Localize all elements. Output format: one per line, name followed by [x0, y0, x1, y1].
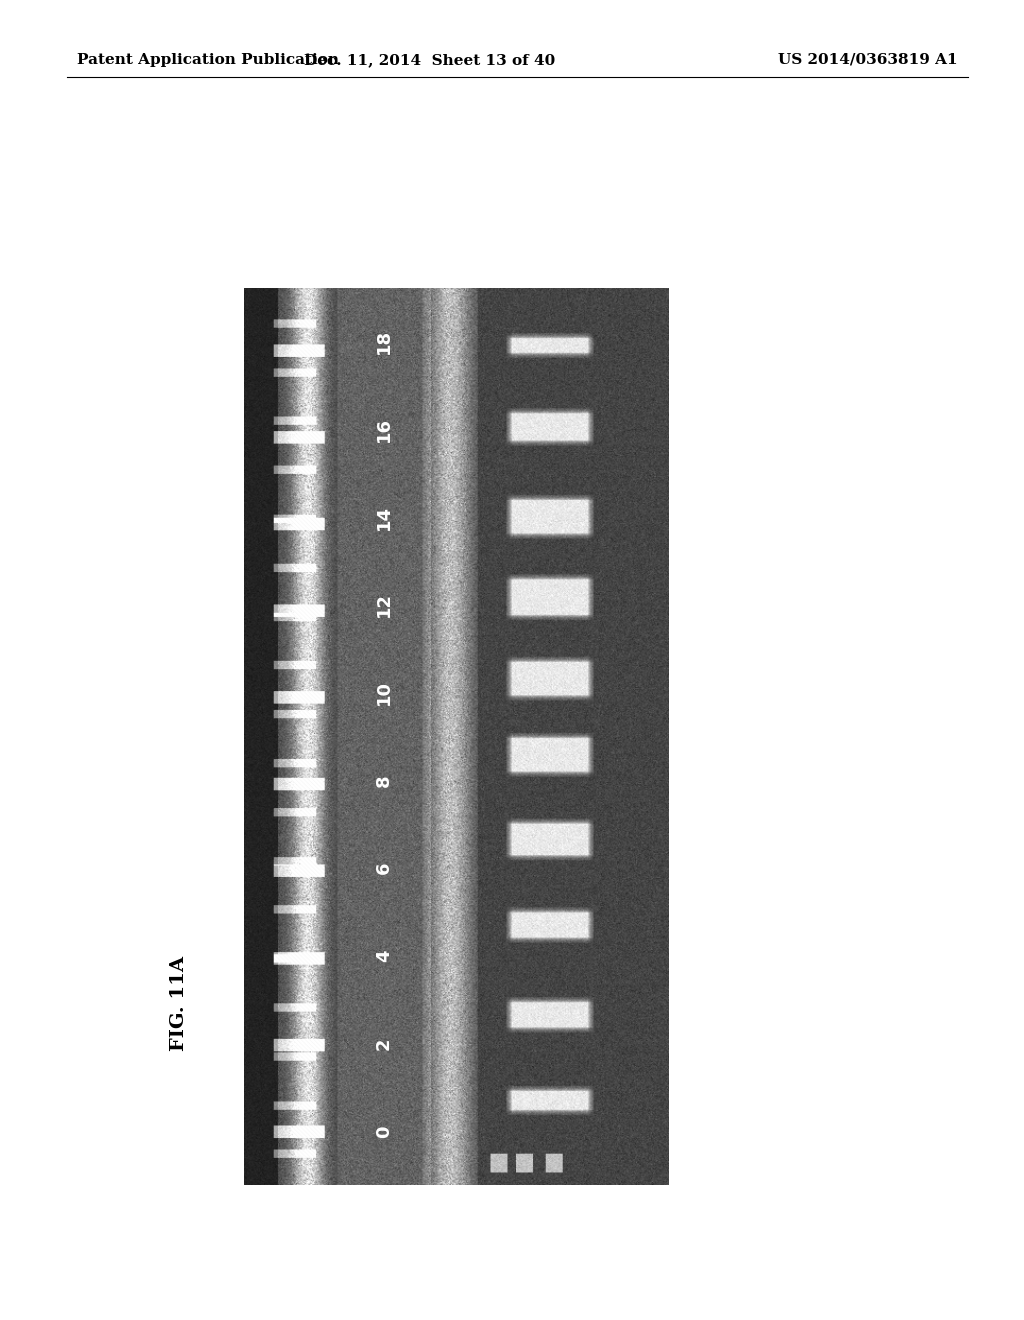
Text: 16: 16 [375, 417, 393, 442]
Text: 12: 12 [375, 593, 393, 618]
Text: 10: 10 [375, 680, 393, 705]
Text: US 2014/0363819 A1: US 2014/0363819 A1 [778, 53, 957, 67]
Text: Dec. 11, 2014  Sheet 13 of 40: Dec. 11, 2014 Sheet 13 of 40 [304, 53, 556, 67]
Text: 14: 14 [375, 504, 393, 529]
Text: 2: 2 [375, 1038, 393, 1049]
Text: 0: 0 [375, 1125, 393, 1138]
Text: 4: 4 [375, 949, 393, 962]
Text: FIG. 11A: FIG. 11A [170, 956, 188, 1051]
Text: 6: 6 [375, 862, 393, 874]
Text: 8: 8 [375, 774, 393, 787]
Text: 18: 18 [375, 329, 393, 354]
Text: Patent Application Publication: Patent Application Publication [77, 53, 339, 67]
